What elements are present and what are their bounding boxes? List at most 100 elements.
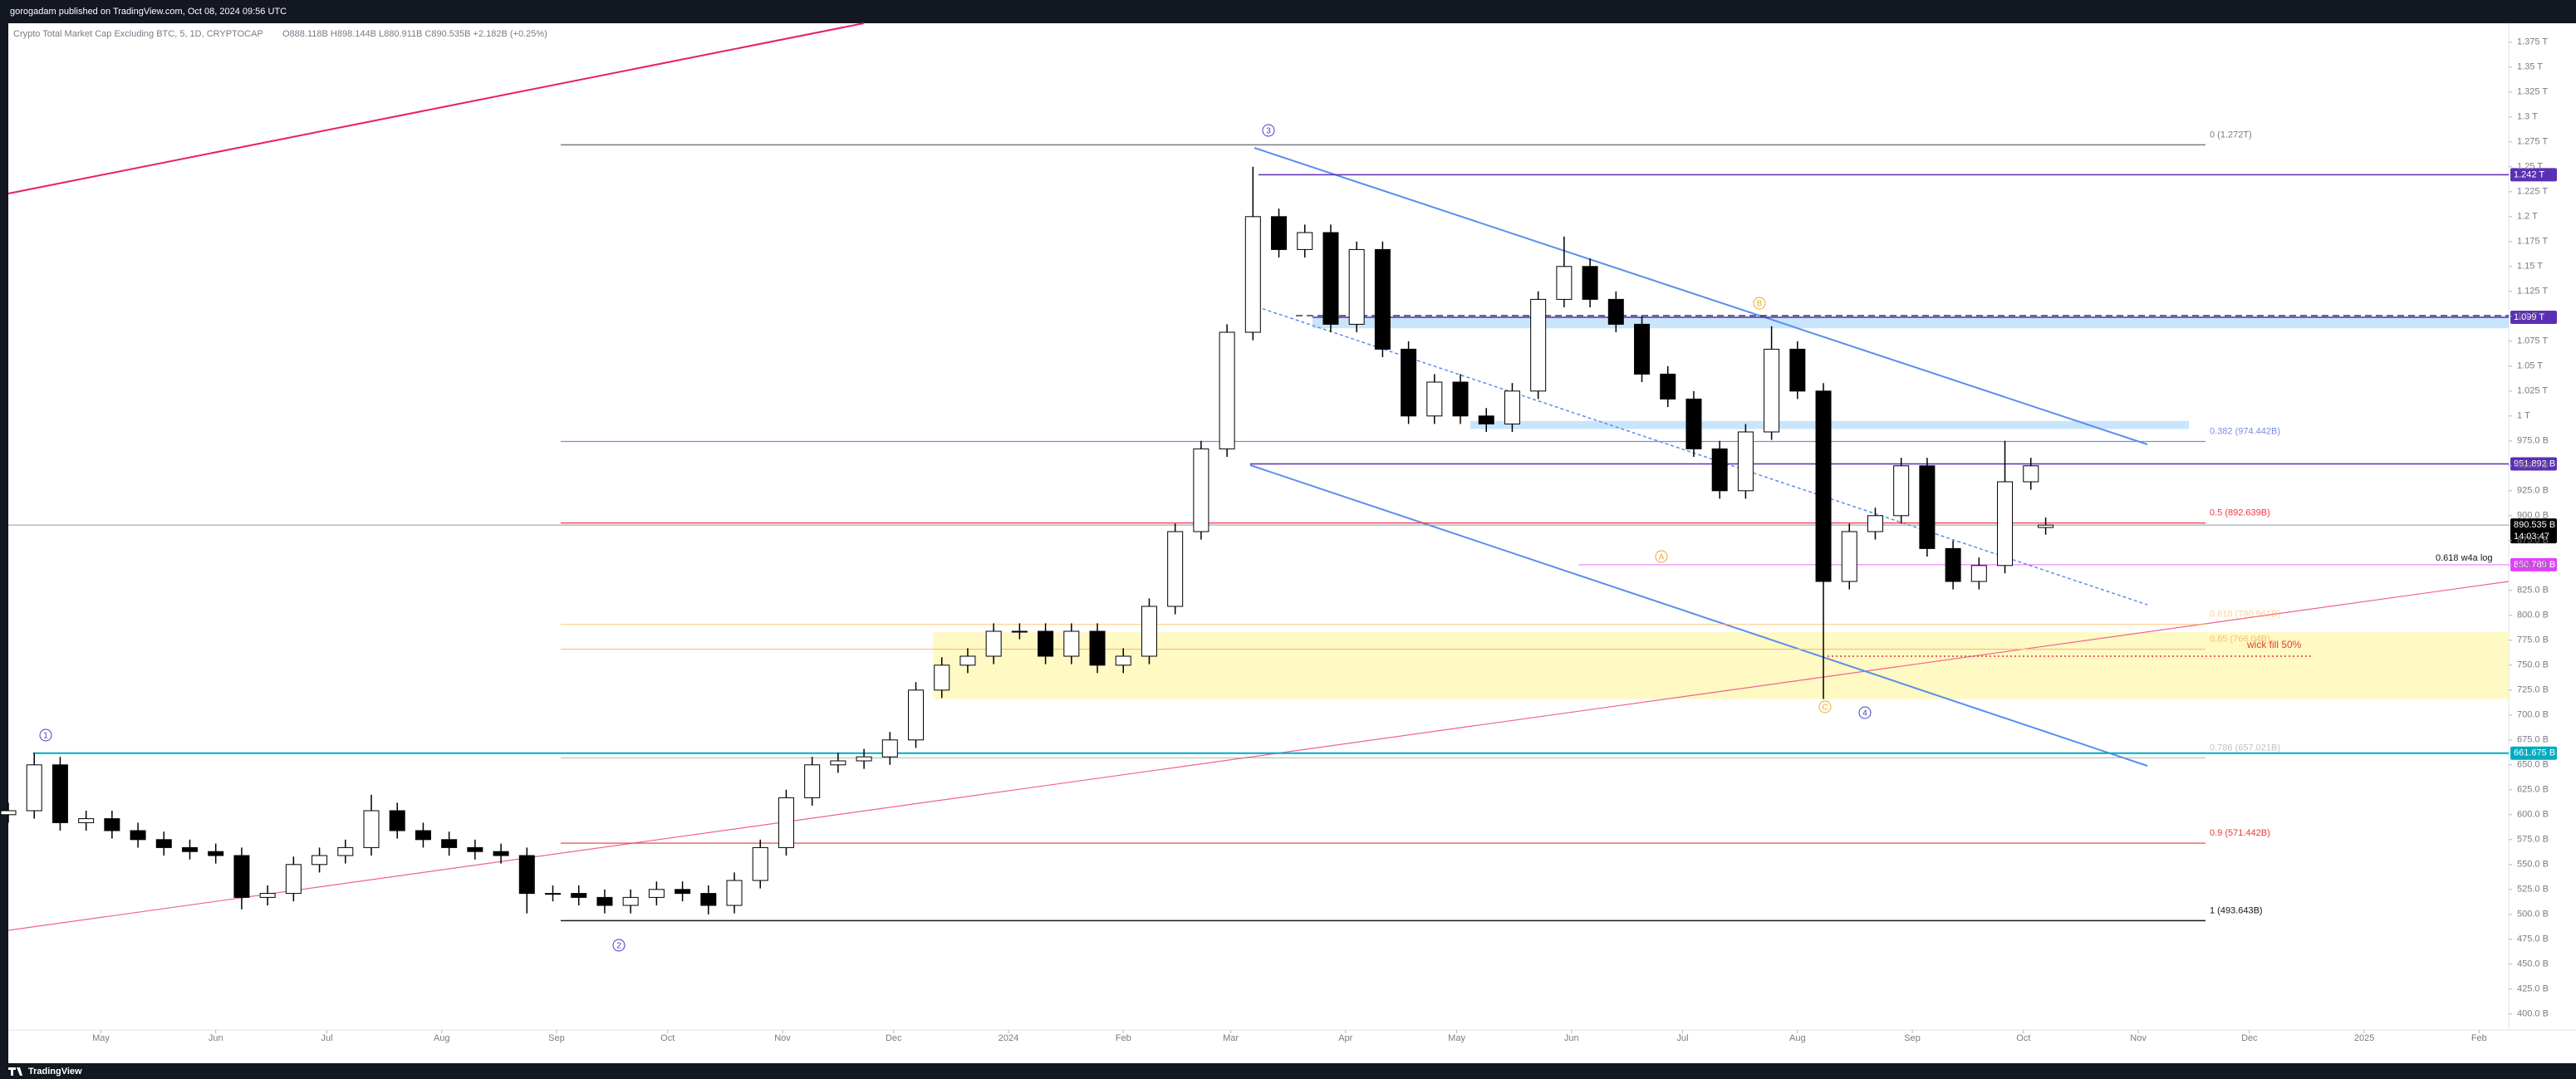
wave-label: 1 [43, 732, 48, 741]
wave-circle [39, 728, 52, 742]
candle-body [104, 818, 120, 831]
y-tick-label: 550.0 B [2517, 860, 2549, 870]
candle-body [130, 830, 146, 841]
x-tick-label: Nov [774, 1033, 791, 1043]
candle-body [1685, 398, 1702, 449]
note: wick fill 50% [2246, 639, 2302, 650]
x-tick-label: 2024 [999, 1033, 1018, 1043]
wave-label: 2 [616, 942, 621, 951]
price-tag-label: 1.099 T [2514, 312, 2544, 322]
chart-title: Crypto Total Market Cap Excluding BTC, 5… [13, 29, 263, 39]
candle-body [259, 893, 276, 898]
candle-body [1970, 565, 1987, 582]
fib-label: 0.9 (571.442B) [2210, 828, 2270, 838]
y-tick-label: 825.0 B [2517, 586, 2549, 596]
y-tick-label: 1 T [2517, 411, 2530, 421]
y-tick-label: 575.0 B [2517, 835, 2549, 845]
y-tick-label: 475.0 B [2517, 934, 2549, 944]
candle-body [1167, 531, 1184, 607]
candle-body [571, 893, 587, 898]
y-tick-label: 700.0 B [2517, 710, 2549, 720]
y-tick-label: 1.075 T [2517, 336, 2548, 346]
y-tick-label: 950.0 B [2517, 461, 2549, 471]
candle-body [1115, 655, 1131, 666]
x-tick-label: Jul [321, 1033, 332, 1043]
x-tick-label: Aug [434, 1033, 450, 1043]
candle-body [389, 810, 405, 831]
price-tag [2510, 457, 2557, 471]
candle-body [804, 764, 821, 798]
x-tick-label: Aug [1789, 1033, 1806, 1043]
candle-body [648, 889, 665, 898]
candle-body [415, 830, 431, 841]
candle-body [752, 846, 768, 881]
fib-label: 0.382 (974.442B) [2210, 426, 2280, 436]
candle-body [1038, 630, 1054, 657]
fib-label: 0 (1.272T) [2210, 130, 2252, 140]
wave-circle [1818, 700, 1832, 714]
candle-body [233, 855, 250, 898]
candle-body [1219, 331, 1235, 449]
candle-body [2023, 465, 2039, 483]
candle-body [856, 756, 872, 762]
x-tick-label: Oct [660, 1033, 675, 1043]
y-tick-label: 625.0 B [2517, 785, 2549, 795]
x-tick-label: Mar [1223, 1033, 1239, 1043]
candle-body [726, 880, 743, 906]
candle-body [1426, 381, 1443, 417]
candle-body [622, 896, 639, 906]
y-tick-label: 900.0 B [2517, 511, 2549, 521]
wave-label: 4 [1862, 709, 1867, 719]
candle-body [0, 810, 17, 816]
y-tick-label: 1.25 T [2517, 162, 2543, 172]
y-tick-label: 1.025 T [2517, 386, 2548, 396]
y-tick-label: 1.1 T [2517, 311, 2538, 321]
candle-body [596, 896, 613, 906]
wave-label: B [1757, 300, 1763, 309]
last-price-label: 890.535 B [2514, 520, 2555, 530]
trend-line [7, 22, 865, 194]
wave-circle [1858, 706, 1872, 719]
candle-body [441, 839, 458, 848]
wave-circle [1262, 124, 1275, 137]
candle-body [830, 760, 846, 766]
y-tick-label: 1.3 T [2517, 112, 2538, 122]
x-tick-label: Dec [2241, 1033, 2258, 1043]
wave-label: A [1659, 553, 1665, 562]
fib-label: 0.65 (766.04B) [2210, 634, 2270, 644]
price-tag [2510, 746, 2557, 760]
y-tick-label: 1.375 T [2517, 37, 2548, 47]
candle-body [312, 855, 328, 866]
y-tick-label: 725.0 B [2517, 685, 2549, 695]
x-tick-label: Apr [1338, 1033, 1352, 1043]
y-tick-label: 1.05 T [2517, 361, 2543, 371]
countdown-label: 14:03:47 [2514, 532, 2549, 542]
price-tag-label: 850.789 B [2514, 560, 2555, 570]
y-tick-label: 1.275 T [2517, 137, 2548, 147]
brand: TradingView [28, 1067, 82, 1077]
candle-body [1789, 348, 1806, 392]
x-tick-label: Jun [1564, 1033, 1579, 1043]
plot-background [8, 23, 2576, 1063]
candle-body [1478, 415, 1494, 424]
candle-body [1374, 248, 1391, 350]
y-tick-label: 850.0 B [2517, 561, 2549, 571]
candle-body [1815, 390, 1832, 582]
candle-body [1737, 431, 1754, 492]
y-tick-label: 750.0 B [2517, 660, 2549, 670]
wave-label: C [1822, 704, 1828, 713]
x-tick-label: Sep [1904, 1033, 1921, 1043]
candle-body [1504, 390, 1520, 424]
candle-body [1919, 465, 1936, 549]
candle-body [1607, 298, 1624, 325]
x-tick-label: Oct [2016, 1033, 2030, 1043]
candle-body [675, 889, 691, 895]
candle-body [1401, 348, 1417, 417]
y-tick-label: 450.0 B [2517, 959, 2549, 969]
candle-body [1945, 547, 1961, 582]
candle-body [700, 893, 717, 906]
candle-body [2038, 524, 2054, 528]
y-tick-label: 675.0 B [2517, 735, 2549, 745]
candle-body [1452, 381, 1469, 417]
